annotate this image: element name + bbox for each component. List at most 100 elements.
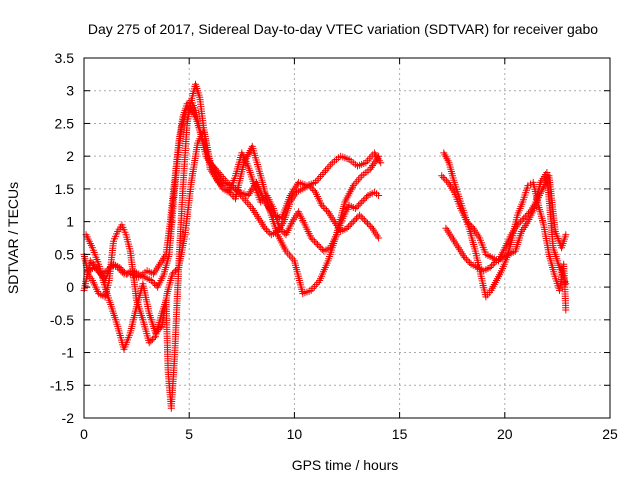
data-point — [251, 145, 254, 148]
data-point — [222, 188, 224, 190]
y-tick-label: -1 — [62, 345, 75, 361]
data-point — [186, 103, 188, 105]
data-point — [131, 269, 134, 272]
data-point — [448, 161, 450, 164]
x-tick-label: 0 — [80, 426, 88, 442]
data-point — [360, 175, 363, 177]
data-point — [490, 289, 492, 292]
y-tick-label: 2 — [66, 148, 74, 164]
x-tick-label: 5 — [185, 426, 193, 442]
data-point — [93, 266, 96, 269]
data-point — [542, 224, 545, 226]
data-point-markers — [80, 80, 383, 412]
data-point — [310, 289, 313, 292]
data-point — [304, 224, 306, 226]
data-point — [548, 175, 550, 177]
data-point — [516, 214, 519, 216]
data-point — [485, 296, 487, 298]
data-point — [137, 273, 140, 275]
data-point — [209, 161, 211, 164]
data-point — [228, 191, 230, 193]
y-tick-label: -2 — [62, 410, 75, 426]
data-point — [501, 256, 504, 259]
data-point — [194, 116, 197, 118]
data-point — [146, 269, 148, 272]
data-point — [190, 181, 193, 184]
data-point — [472, 227, 475, 229]
data-point — [310, 237, 313, 239]
data-point — [110, 305, 113, 308]
data-point — [558, 266, 561, 269]
data-point — [537, 204, 540, 207]
data-point — [257, 217, 260, 220]
data-point — [478, 237, 481, 239]
data-point — [308, 184, 310, 187]
x-tick-label: 25 — [602, 426, 618, 442]
data-point — [266, 194, 268, 197]
data-point — [129, 250, 132, 252]
data-point — [201, 135, 203, 138]
data-point — [479, 273, 482, 275]
data-point — [148, 341, 150, 344]
data-point — [172, 201, 175, 203]
data-point — [89, 260, 92, 262]
data-point — [369, 168, 371, 171]
data-point — [243, 197, 245, 200]
data-point — [483, 269, 485, 272]
data-point — [560, 247, 563, 249]
data-point — [352, 184, 355, 187]
data-point — [276, 230, 279, 233]
data-point — [457, 247, 460, 249]
data-point — [558, 289, 561, 292]
data-point — [458, 197, 461, 200]
data-point — [125, 233, 127, 236]
data-point — [215, 178, 218, 180]
data-point — [163, 273, 165, 275]
data-point — [348, 204, 350, 207]
data-point — [259, 175, 262, 177]
data-point — [373, 191, 376, 193]
data-point — [365, 161, 367, 164]
data-point — [87, 269, 89, 272]
data-point — [323, 171, 325, 174]
data-point — [318, 279, 321, 282]
data-points — [80, 80, 570, 412]
data-point — [522, 217, 525, 220]
data-point — [356, 165, 359, 167]
data-point — [333, 220, 336, 223]
data-point — [485, 253, 487, 256]
data-point — [514, 250, 517, 252]
data-point — [234, 188, 237, 190]
data-point — [521, 201, 524, 203]
y-tick-label: 1 — [66, 214, 74, 230]
data-point — [373, 152, 376, 154]
data-point — [474, 250, 477, 252]
data-point — [352, 220, 355, 223]
grid — [84, 58, 610, 418]
data-point — [142, 283, 144, 285]
data-point — [314, 191, 317, 193]
data-point — [331, 161, 334, 164]
data-point — [565, 233, 567, 236]
data-point — [182, 188, 184, 190]
chart-title: Day 275 of 2017, Sidereal Day-to-day VTE… — [88, 21, 598, 37]
data-point — [259, 201, 262, 203]
x-tick-label: 10 — [287, 426, 303, 442]
x-tick-label: 15 — [392, 426, 408, 442]
data-point — [142, 319, 144, 321]
data-point — [565, 309, 567, 311]
data-point — [354, 207, 357, 210]
data-point — [533, 207, 536, 210]
data-point — [171, 273, 174, 275]
data-point — [112, 263, 115, 266]
data-point — [247, 194, 249, 197]
data-point — [316, 243, 319, 246]
data-point — [264, 227, 266, 229]
data-point — [203, 129, 205, 131]
x-axis-label: GPS time / hours — [292, 457, 399, 473]
data-point — [295, 191, 298, 193]
data-point — [194, 83, 197, 85]
data-point — [302, 292, 304, 295]
data-point — [365, 220, 367, 223]
data-point — [255, 181, 258, 184]
